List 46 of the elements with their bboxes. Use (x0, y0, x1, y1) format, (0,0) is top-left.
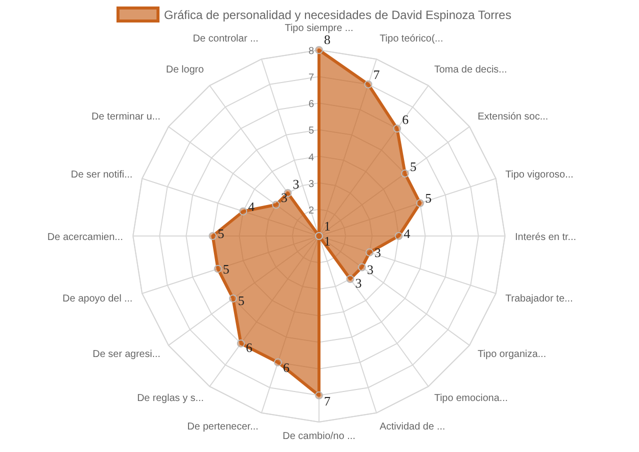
spoke-label: Extensión soc... (478, 112, 548, 123)
spoke-label: Actividad de ... (380, 421, 446, 432)
y-tick-label: 7 (308, 72, 314, 84)
spoke-label: De acercamien... (47, 232, 123, 243)
spoke-label: Tipo emociona... (434, 392, 508, 404)
spoke-label: De ser notifi... (70, 170, 133, 181)
data-label: 1 (324, 234, 330, 249)
legend-label: Gráfica de personalidad y necesidades de David Espinoza Torres (164, 8, 512, 22)
data-label: 3 (355, 275, 362, 290)
data-label: 3 (281, 190, 288, 206)
data-label: 6 (282, 360, 290, 375)
y-tick-label: 4 (308, 152, 314, 164)
data-label: 3 (366, 262, 374, 277)
y-tick-label: 5 (308, 126, 314, 137)
data-label: 6 (402, 112, 410, 128)
spoke-label: Trabajador te... (505, 293, 573, 304)
spoke-label: De pertenecer... (187, 421, 258, 432)
data-label: 5 (410, 158, 416, 174)
spoke-label: De apoyo del ... (62, 293, 133, 304)
spoke-label: De logro (166, 64, 204, 76)
data-label: 5 (425, 190, 432, 206)
data-label: 4 (404, 226, 411, 241)
spoke-label: Tipo teórico(... (380, 34, 444, 45)
data-label: 7 (324, 393, 331, 408)
spoke-label: De cambio/no ... (282, 431, 356, 442)
y-tick-label: 2 (308, 205, 314, 216)
spoke-label: De reglas y s... (137, 392, 204, 404)
data-label: 5 (218, 226, 224, 241)
spoke-label: Toma de decis... (434, 64, 508, 76)
y-tick-label: 6 (308, 99, 314, 110)
spoke-label: Tipo organiza... (478, 348, 546, 360)
data-label: 5 (238, 293, 245, 308)
y-tick-label: 3 (308, 178, 314, 190)
data-label: 8 (324, 32, 330, 47)
data-label: 3 (374, 244, 382, 260)
spoke-label: Tipo siempre ... (284, 23, 354, 34)
data-label: 7 (373, 66, 380, 82)
data-label: 1 (324, 218, 330, 234)
spoke-label: De controlar ... (192, 34, 258, 45)
data-label: 3 (292, 176, 300, 192)
y-tick-label: 8 (308, 46, 314, 57)
spoke-label: Tipo vigoroso... (505, 170, 574, 181)
spoke-label: De ser agresi... (92, 348, 160, 360)
spoke-label: De terminar u... (92, 112, 160, 123)
data-label: 5 (222, 261, 230, 276)
spoke-label: Interés en tr... (515, 232, 576, 243)
